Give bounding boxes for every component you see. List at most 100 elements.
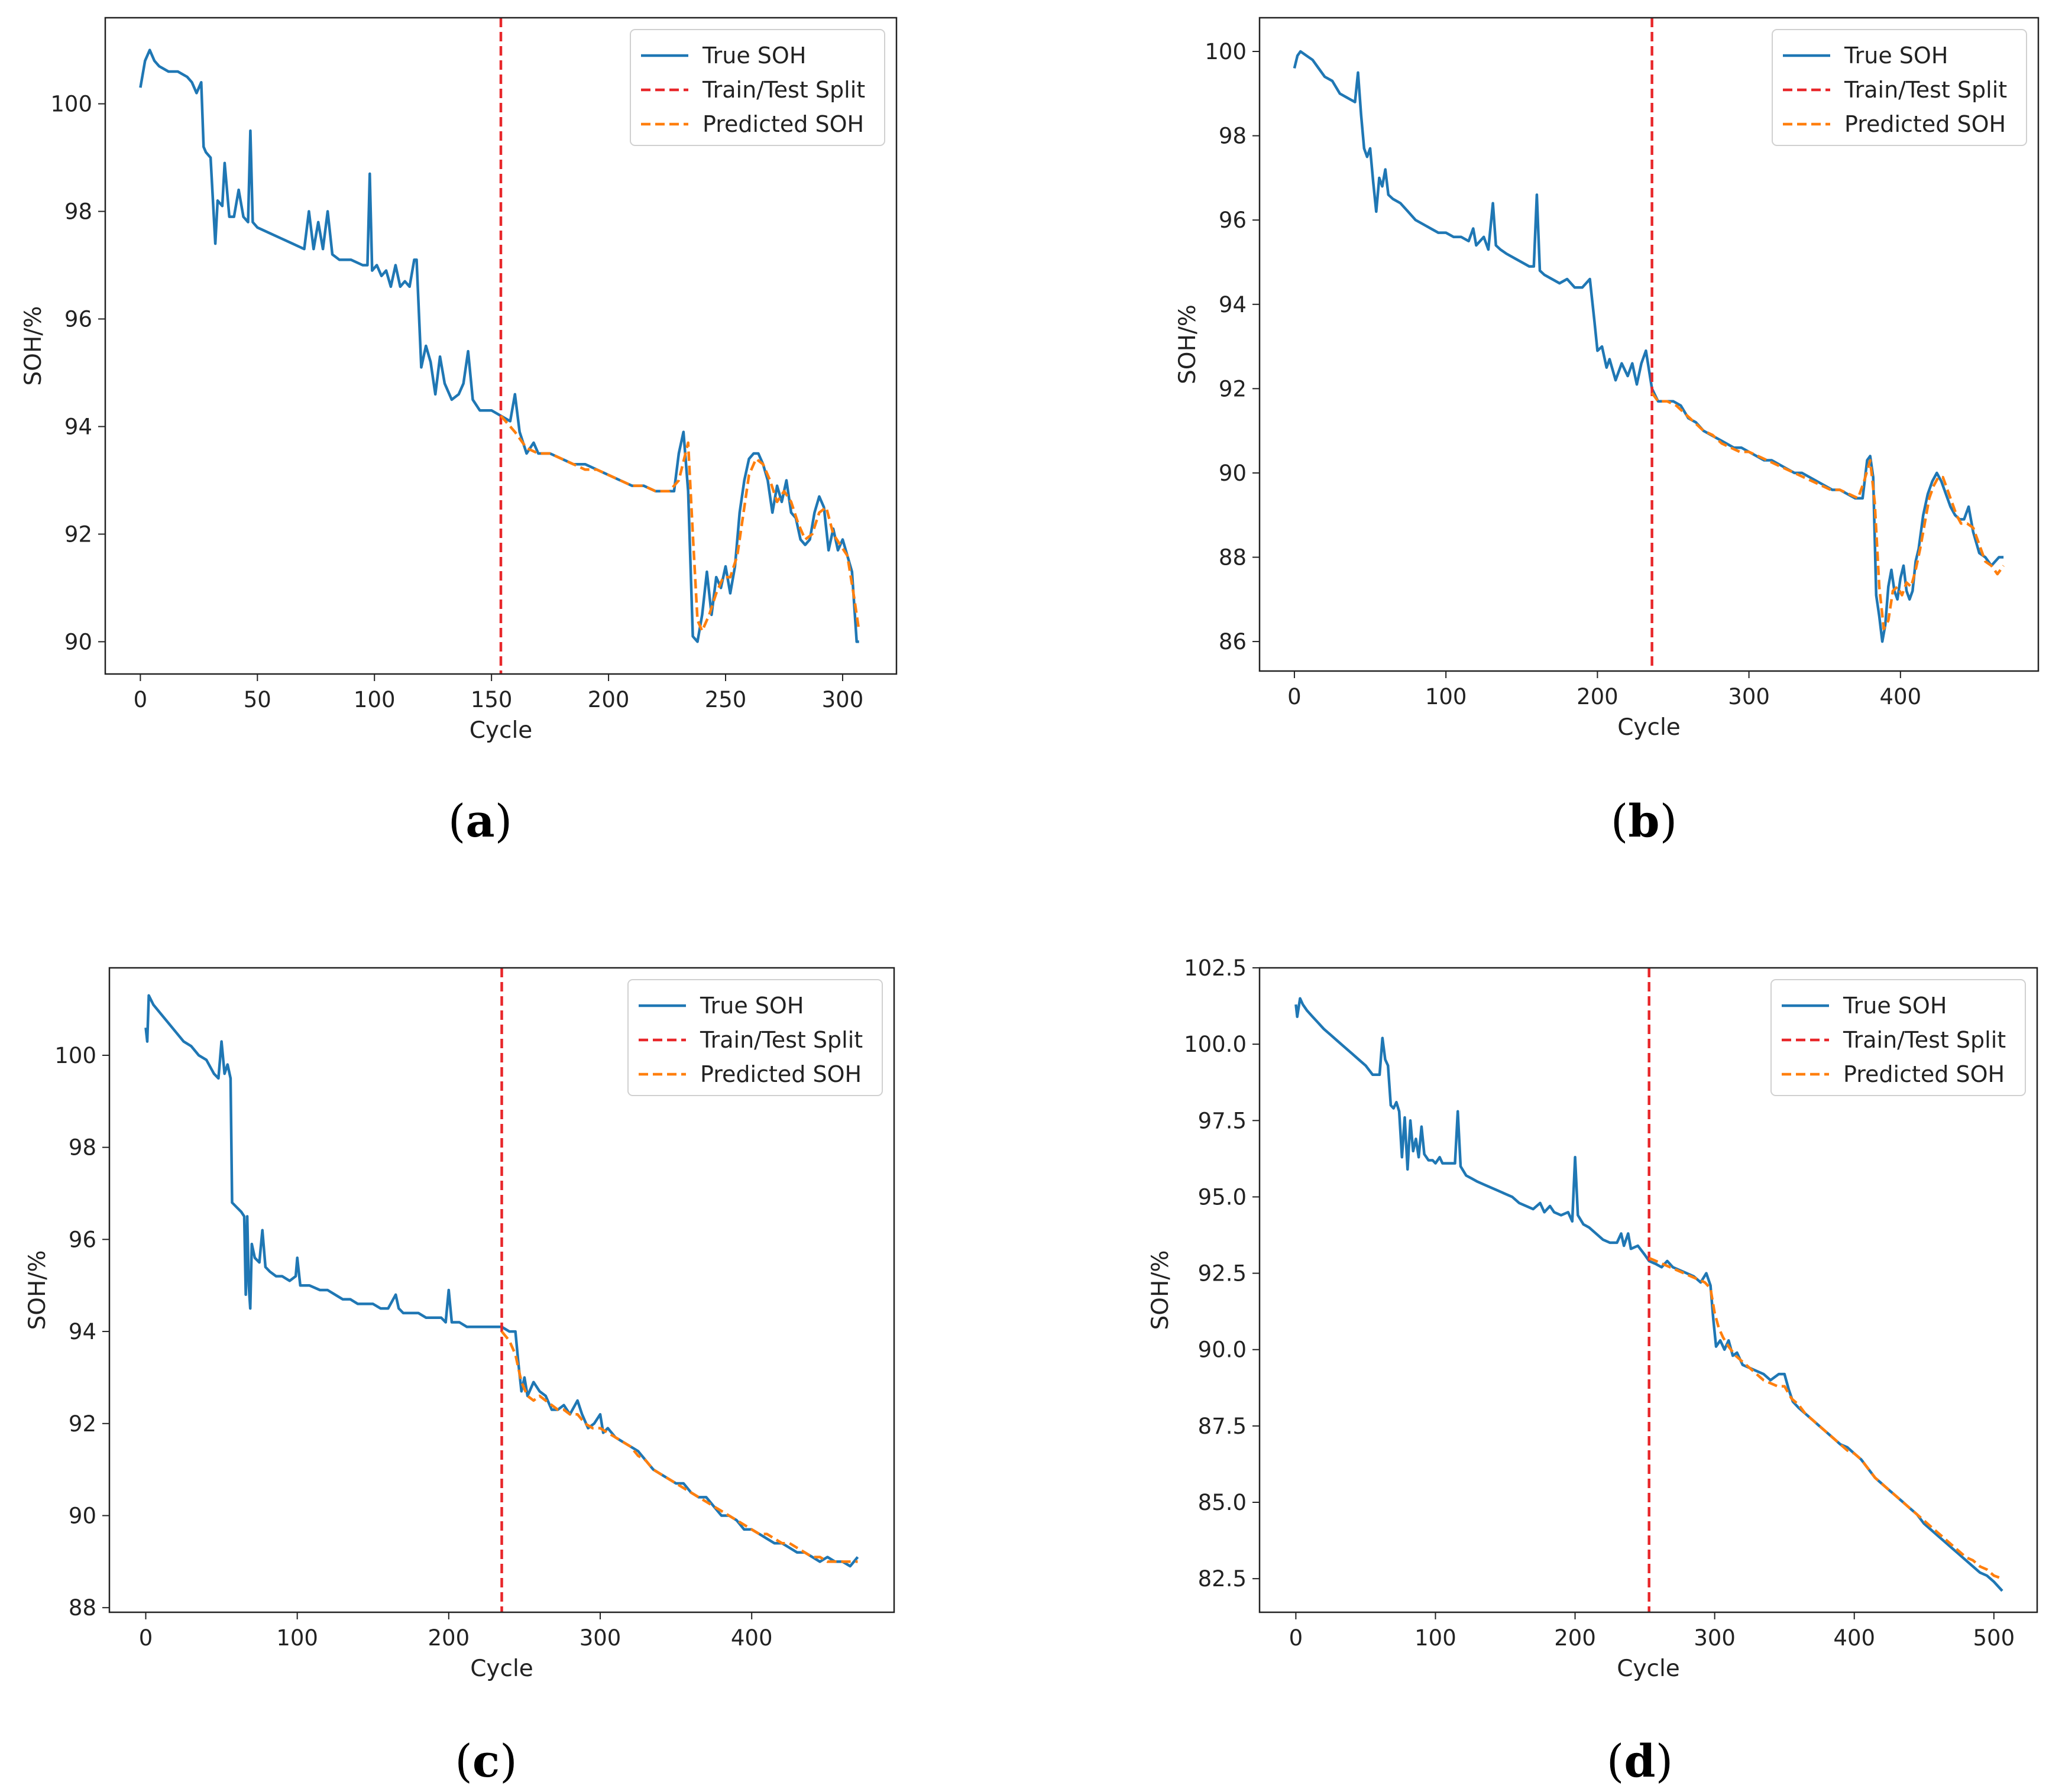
x-axis-label: Cycle bbox=[1617, 714, 1681, 741]
y-tick-label: 94 bbox=[69, 1319, 96, 1344]
panel-caption: (d) bbox=[1607, 1735, 1673, 1787]
x-tick-label: 150 bbox=[471, 687, 513, 712]
legend-label: Predicted SOH bbox=[700, 1061, 862, 1087]
x-axis-label: Cycle bbox=[470, 1655, 533, 1682]
x-tick-label: 200 bbox=[588, 687, 630, 712]
plot-frame bbox=[1258, 967, 2038, 1613]
y-tick-label: 96 bbox=[69, 1227, 96, 1252]
x-tick-label: 400 bbox=[731, 1625, 773, 1651]
legend-label: Predicted SOH bbox=[703, 111, 864, 137]
y-axis-label: SOH/% bbox=[20, 306, 47, 386]
panel-caption: (b) bbox=[1611, 795, 1677, 847]
y-tick-label: 88 bbox=[69, 1595, 96, 1621]
legend-label: Predicted SOH bbox=[1843, 1061, 2005, 1087]
legend-label: True SOH bbox=[700, 993, 804, 1019]
y-tick-label: 97.5 bbox=[1198, 1108, 1247, 1133]
y-tick-label: 90.0 bbox=[1198, 1337, 1247, 1363]
legend-label: True SOH bbox=[1843, 993, 1947, 1019]
x-tick-label: 50 bbox=[244, 687, 271, 712]
y-tick-label: 88 bbox=[1219, 545, 1247, 571]
x-tick-label: 100 bbox=[354, 687, 396, 712]
y-axis-label: SOH/% bbox=[1174, 304, 1201, 384]
legend-label: Train/Test Split bbox=[700, 1027, 863, 1053]
legend-label: True SOH bbox=[1844, 43, 1948, 69]
true-soh-line bbox=[1293, 50, 2004, 643]
y-tick-label: 92 bbox=[1219, 376, 1247, 401]
y-tick-label: 94 bbox=[64, 414, 92, 439]
y-tick-label: 100 bbox=[50, 92, 92, 117]
y-tick-label: 90 bbox=[64, 629, 92, 654]
plot-frame bbox=[1258, 17, 2040, 672]
x-axis-label: Cycle bbox=[470, 717, 533, 744]
x-tick-label: 100 bbox=[1414, 1625, 1456, 1651]
legend: True SOH Train/Test Split Predicted SOH bbox=[630, 29, 885, 146]
true-soh-line bbox=[144, 994, 859, 1568]
y-axis-label: SOH/% bbox=[24, 1250, 51, 1330]
x-tick-label: 200 bbox=[428, 1625, 470, 1651]
y-tick-label: 87.5 bbox=[1198, 1414, 1247, 1439]
legend: True SOH Train/Test Split Predicted SOH bbox=[627, 979, 883, 1096]
y-tick-label: 95.0 bbox=[1198, 1184, 1247, 1210]
legend: True SOH Train/Test Split Predicted SOH bbox=[1772, 29, 2027, 146]
y-tick-label: 82.5 bbox=[1198, 1566, 1247, 1592]
legend-label: Predicted SOH bbox=[1844, 111, 2006, 137]
caption-close-paren: ) bbox=[1656, 1735, 1673, 1787]
legend-label: True SOH bbox=[702, 43, 806, 69]
y-tick-label: 96 bbox=[1219, 208, 1247, 233]
subplot-c: 0 100 200 300 400 88 90 92 94 96 98 100 Cycle SOH/% Tr… bbox=[24, 967, 895, 1787]
subplot-a: 0 50 100 150 200 250 300 90 92 94 96 98 100 Cycle SOH/… bbox=[20, 17, 898, 847]
y-tick-label: 100 bbox=[1205, 39, 1247, 64]
caption-close-paren: ) bbox=[500, 1735, 517, 1787]
predicted-soh-line bbox=[1650, 392, 2005, 630]
y-tick-label: 98 bbox=[69, 1135, 96, 1161]
legend-box bbox=[1772, 29, 2027, 146]
y-tick-label: 85.0 bbox=[1198, 1490, 1247, 1515]
plot-frame bbox=[108, 967, 895, 1613]
panel-caption: (c) bbox=[455, 1735, 517, 1787]
x-tick-label: 200 bbox=[1577, 684, 1618, 709]
panel-caption: (a) bbox=[448, 795, 513, 847]
predicted-soh-line bbox=[500, 414, 860, 633]
y-tick-label: 98 bbox=[64, 199, 92, 225]
y-tick-label: 92 bbox=[64, 521, 92, 547]
y-tick-label: 92 bbox=[69, 1411, 96, 1437]
caption-open-paren: ( bbox=[1611, 795, 1629, 847]
x-tick-label: 200 bbox=[1554, 1625, 1596, 1651]
x-tick-label: 400 bbox=[1880, 684, 1922, 709]
caption-letter: d bbox=[1624, 1735, 1655, 1787]
predicted-soh-line bbox=[1648, 1256, 2003, 1580]
y-tick-label: 98 bbox=[1219, 124, 1247, 149]
x-tick-label: 0 bbox=[1289, 1625, 1303, 1651]
subplot-d: 0 100 200 300 400 500 82.5 85.0 87.5 90.0 92.5 95.0… bbox=[1147, 955, 2038, 1787]
caption-letter: a bbox=[465, 795, 494, 847]
legend-box bbox=[630, 29, 885, 146]
y-tick-label: 90 bbox=[69, 1503, 96, 1529]
caption-open-paren: ( bbox=[1607, 1735, 1624, 1787]
caption-open-paren: ( bbox=[455, 1735, 472, 1787]
x-tick-label: 100 bbox=[276, 1625, 318, 1651]
y-tick-label: 92.5 bbox=[1198, 1261, 1247, 1287]
caption-close-paren: ) bbox=[495, 795, 513, 847]
x-axis-label: Cycle bbox=[1617, 1655, 1680, 1682]
y-axis-label: SOH/% bbox=[1147, 1250, 1174, 1330]
x-tick-label: 300 bbox=[1728, 684, 1770, 709]
y-tick-label: 90 bbox=[1219, 461, 1247, 486]
legend-label: Train/Test Split bbox=[702, 77, 865, 103]
x-tick-label: 0 bbox=[139, 1625, 153, 1651]
legend-label: Train/Test Split bbox=[1843, 1027, 2006, 1053]
x-tick-label: 250 bbox=[705, 687, 747, 712]
x-tick-label: 0 bbox=[134, 687, 148, 712]
legend-box bbox=[1770, 979, 2026, 1096]
x-tick-label: 400 bbox=[1833, 1625, 1875, 1651]
plot-frame bbox=[104, 17, 898, 675]
x-tick-label: 300 bbox=[822, 687, 864, 712]
caption-close-paren: ) bbox=[1660, 795, 1678, 847]
x-tick-label: 300 bbox=[580, 1625, 621, 1651]
legend-label: Train/Test Split bbox=[1844, 77, 2007, 103]
legend-box bbox=[627, 979, 883, 1096]
x-tick-label: 300 bbox=[1694, 1625, 1736, 1651]
y-tick-label: 94 bbox=[1219, 292, 1247, 317]
y-tick-label: 86 bbox=[1219, 629, 1247, 654]
y-tick-label: 100.0 bbox=[1184, 1032, 1247, 1057]
